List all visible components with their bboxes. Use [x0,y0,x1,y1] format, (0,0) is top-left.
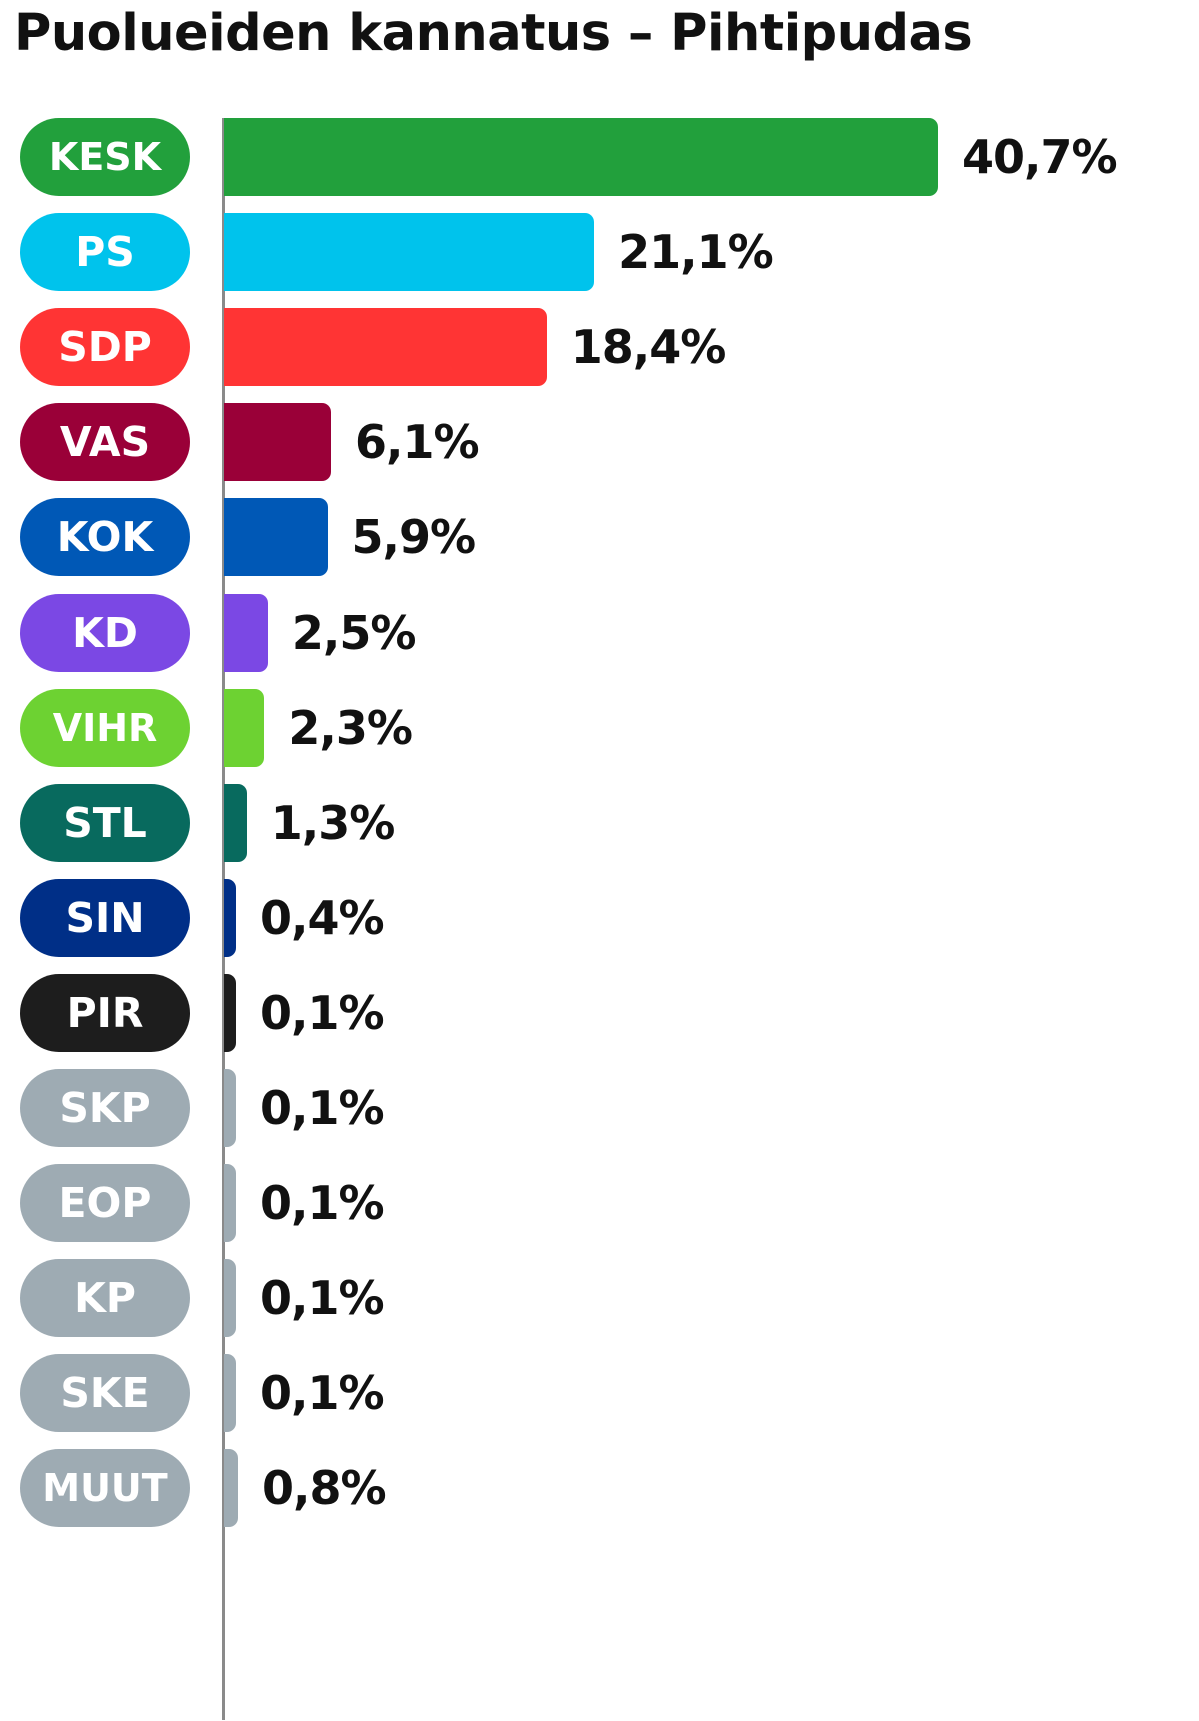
bar [224,403,331,482]
bar-value-label: 1,3% [270,795,396,850]
bar-row: KESK 40,7% [0,118,1199,198]
bar-row: SKP 0,1% [0,1069,1199,1149]
bar-value-label: 2,3% [288,700,413,755]
bar-value-label: 0,4% [260,890,385,945]
party-label: SKE [20,1354,190,1433]
bar-value-label: 0,1% [260,985,385,1040]
party-label: KP [20,1259,190,1338]
bar [224,1449,239,1528]
party-label: VIHR [20,688,190,767]
bar [224,973,236,1052]
bar-row: EOP 0,1% [0,1164,1199,1244]
chart-title: Puolueiden kannatus – Pihtipudas [14,4,973,63]
bar [224,593,268,672]
party-label: MUUT [20,1449,190,1528]
chart-axis-line [222,118,225,1720]
bar-value-label: 0,1% [260,1271,385,1326]
bar [224,498,328,577]
bar [224,1164,236,1243]
bar-value-label: 5,9% [351,510,477,565]
bar-row: SDP 18,4% [0,308,1199,388]
bar-row: SIN 0,4% [0,878,1199,959]
bar-row: PS 21,1% [0,213,1199,293]
bar-value-label: 0,8% [262,1461,387,1516]
bar [224,308,547,387]
bar-row: SKE 0,1% [0,1354,1199,1434]
party-label: VAS [20,403,190,482]
bar-value-label: 0,1% [260,1366,385,1421]
bar-value-label: 21,1% [618,225,774,280]
bar-value-label: 0,1% [260,1081,385,1135]
bar-row: PIR 0,1% [0,973,1199,1054]
bar-row: VAS 6,1% [0,403,1199,483]
bar-row: STL 1,3% [0,783,1199,864]
party-label: PS [20,213,190,292]
bar-row: KOK 5,9% [0,498,1199,578]
bar-row: VIHR 2,3% [0,688,1199,769]
bar-value-label: 18,4% [570,320,727,375]
bar-value-label: 6,1% [355,415,480,470]
bar [224,783,247,862]
party-label: SDP [20,308,190,387]
bar-value-label: 2,5% [291,605,417,660]
bar-row: KD 2,5% [0,593,1199,674]
party-label: SKP [20,1069,190,1147]
bar [224,688,265,767]
bar [224,1259,236,1338]
party-label: EOP [20,1164,190,1243]
party-label: PIR [20,973,190,1052]
bar-value-label: 0,1% [260,1176,385,1231]
bar-row: MUUT 0,8% [0,1449,1199,1529]
party-label: SIN [20,878,190,957]
party-label: KOK [20,498,190,577]
bar [224,118,938,196]
bar [224,878,236,957]
party-label: STL [20,783,190,862]
party-label: KD [20,593,190,672]
bar [224,1354,236,1433]
party-label: KESK [20,118,190,196]
bar-row: KP 0,1% [0,1259,1199,1339]
bar [224,213,595,292]
bar-value-label: 40,7% [962,130,1118,184]
bar [224,1069,236,1147]
